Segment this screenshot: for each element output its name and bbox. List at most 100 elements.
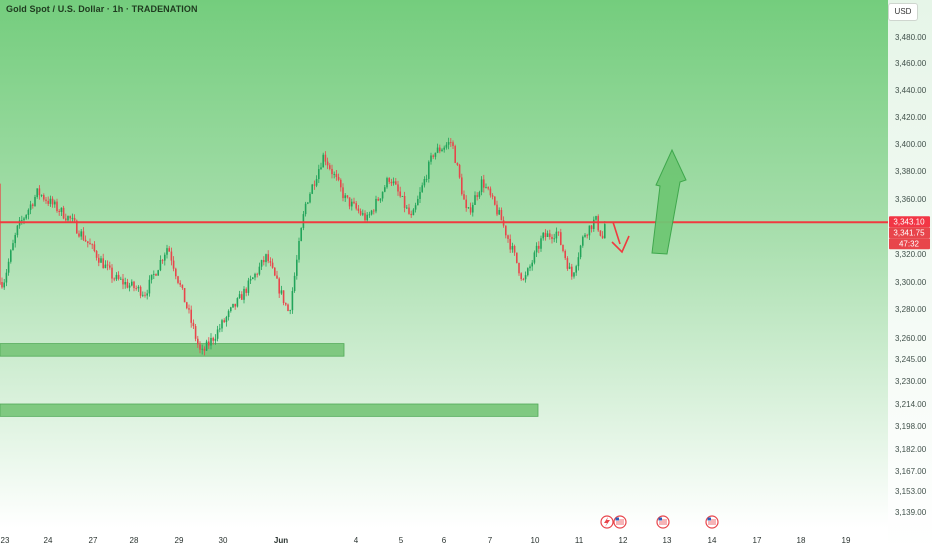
candle-body — [379, 198, 382, 201]
candle-body — [368, 214, 371, 216]
candle-body — [568, 266, 571, 269]
y-tick-label: 3,214.00 — [895, 400, 927, 409]
candle-body — [381, 191, 384, 199]
candle-body — [21, 220, 23, 221]
us-event-flag[interactable] — [613, 515, 627, 529]
candle-body — [364, 213, 366, 221]
candle-body — [544, 232, 547, 237]
time-axis[interactable] — [0, 528, 888, 550]
candle-body — [256, 273, 258, 275]
candle-body — [58, 211, 60, 212]
x-tick-label: 10 — [531, 536, 540, 545]
candle-body — [300, 228, 302, 242]
candle-body — [181, 284, 184, 288]
candle-body — [555, 231, 558, 239]
candle-body — [601, 235, 604, 239]
bar-countdown-tag-text: 47:32 — [899, 240, 920, 249]
candle-body — [582, 236, 584, 246]
candle-body — [93, 244, 96, 252]
y-tick-label: 3,400.00 — [895, 140, 927, 149]
lightning-event[interactable] — [600, 515, 614, 529]
candle-body — [522, 279, 525, 280]
flag-canton — [658, 517, 662, 521]
candle-body — [25, 214, 27, 219]
candle-body — [531, 262, 533, 267]
candle-body — [511, 245, 514, 250]
candle-body — [348, 197, 351, 207]
candle-body — [95, 251, 98, 258]
down-arrow-shaft — [612, 221, 621, 245]
candle-body — [331, 168, 333, 175]
last-price-tag[interactable]: 3,341.75 — [889, 227, 930, 239]
candle-body — [122, 278, 124, 285]
candle-body — [3, 282, 5, 288]
candle-body — [16, 225, 19, 236]
candle-body — [386, 178, 388, 188]
candle-body — [417, 198, 419, 206]
candle-body — [513, 245, 516, 253]
candle-body — [304, 203, 307, 215]
candle-body — [428, 161, 430, 179]
candle-body — [285, 303, 287, 305]
level-price-tag[interactable]: 3,343.10 — [889, 216, 930, 228]
candle-body — [445, 144, 448, 148]
plot-background — [0, 0, 888, 528]
flag-canton — [707, 517, 711, 521]
bar-countdown-tag[interactable]: 47:32 — [889, 238, 930, 250]
candle-body — [586, 234, 588, 236]
candle-body — [142, 294, 144, 296]
candle-body — [599, 230, 602, 236]
y-tick-label: 3,182.00 — [895, 445, 927, 454]
us-event-flag[interactable] — [705, 515, 719, 529]
timeframe-label[interactable]: 1h — [112, 4, 124, 14]
candle-body — [357, 208, 360, 211]
x-tick-label: 29 — [175, 536, 184, 545]
candle-body — [467, 207, 470, 209]
candle-body — [203, 348, 206, 351]
candle-body — [232, 303, 234, 308]
candle-body — [421, 185, 423, 192]
y-tick-label: 3,480.00 — [895, 33, 927, 42]
candle-body — [480, 179, 483, 193]
candle-body — [80, 231, 82, 237]
candle-body — [335, 173, 338, 177]
candle-body — [166, 248, 168, 255]
x-tick-label: 14 — [708, 536, 717, 545]
candle-body — [236, 298, 239, 307]
currency-button[interactable]: USD — [888, 3, 918, 21]
x-tick-label: 11 — [575, 536, 584, 545]
candle-body — [307, 202, 309, 204]
y-tick-label: 3,300.00 — [895, 278, 927, 287]
candle-body — [192, 322, 195, 327]
candle-body — [441, 149, 443, 152]
candle-body — [128, 285, 131, 288]
candle-body — [76, 220, 78, 234]
candle-body — [533, 252, 536, 263]
lightning-icon — [604, 517, 610, 527]
candle-body — [265, 254, 267, 263]
candle-body — [144, 294, 146, 296]
candle-body — [278, 278, 280, 294]
us-event-flag[interactable] — [656, 515, 670, 529]
candle-body — [351, 201, 353, 207]
candle-body — [447, 141, 450, 145]
candle-body — [408, 207, 410, 214]
candle-body — [287, 304, 289, 311]
candle-body — [355, 203, 357, 209]
candle-body — [104, 264, 107, 269]
candle-body — [465, 199, 467, 209]
candle-body — [91, 244, 93, 246]
price-axis[interactable] — [888, 0, 932, 550]
candle-body — [476, 195, 478, 197]
candle-body — [597, 216, 599, 231]
candle-body — [494, 196, 496, 205]
candle-body — [507, 235, 509, 239]
candle-body — [49, 198, 52, 204]
candle-body — [549, 233, 551, 237]
candle-body — [177, 276, 179, 283]
candle-body — [392, 181, 395, 184]
candle-body — [353, 201, 355, 204]
candle-body — [258, 266, 261, 275]
candle-body — [401, 196, 404, 197]
